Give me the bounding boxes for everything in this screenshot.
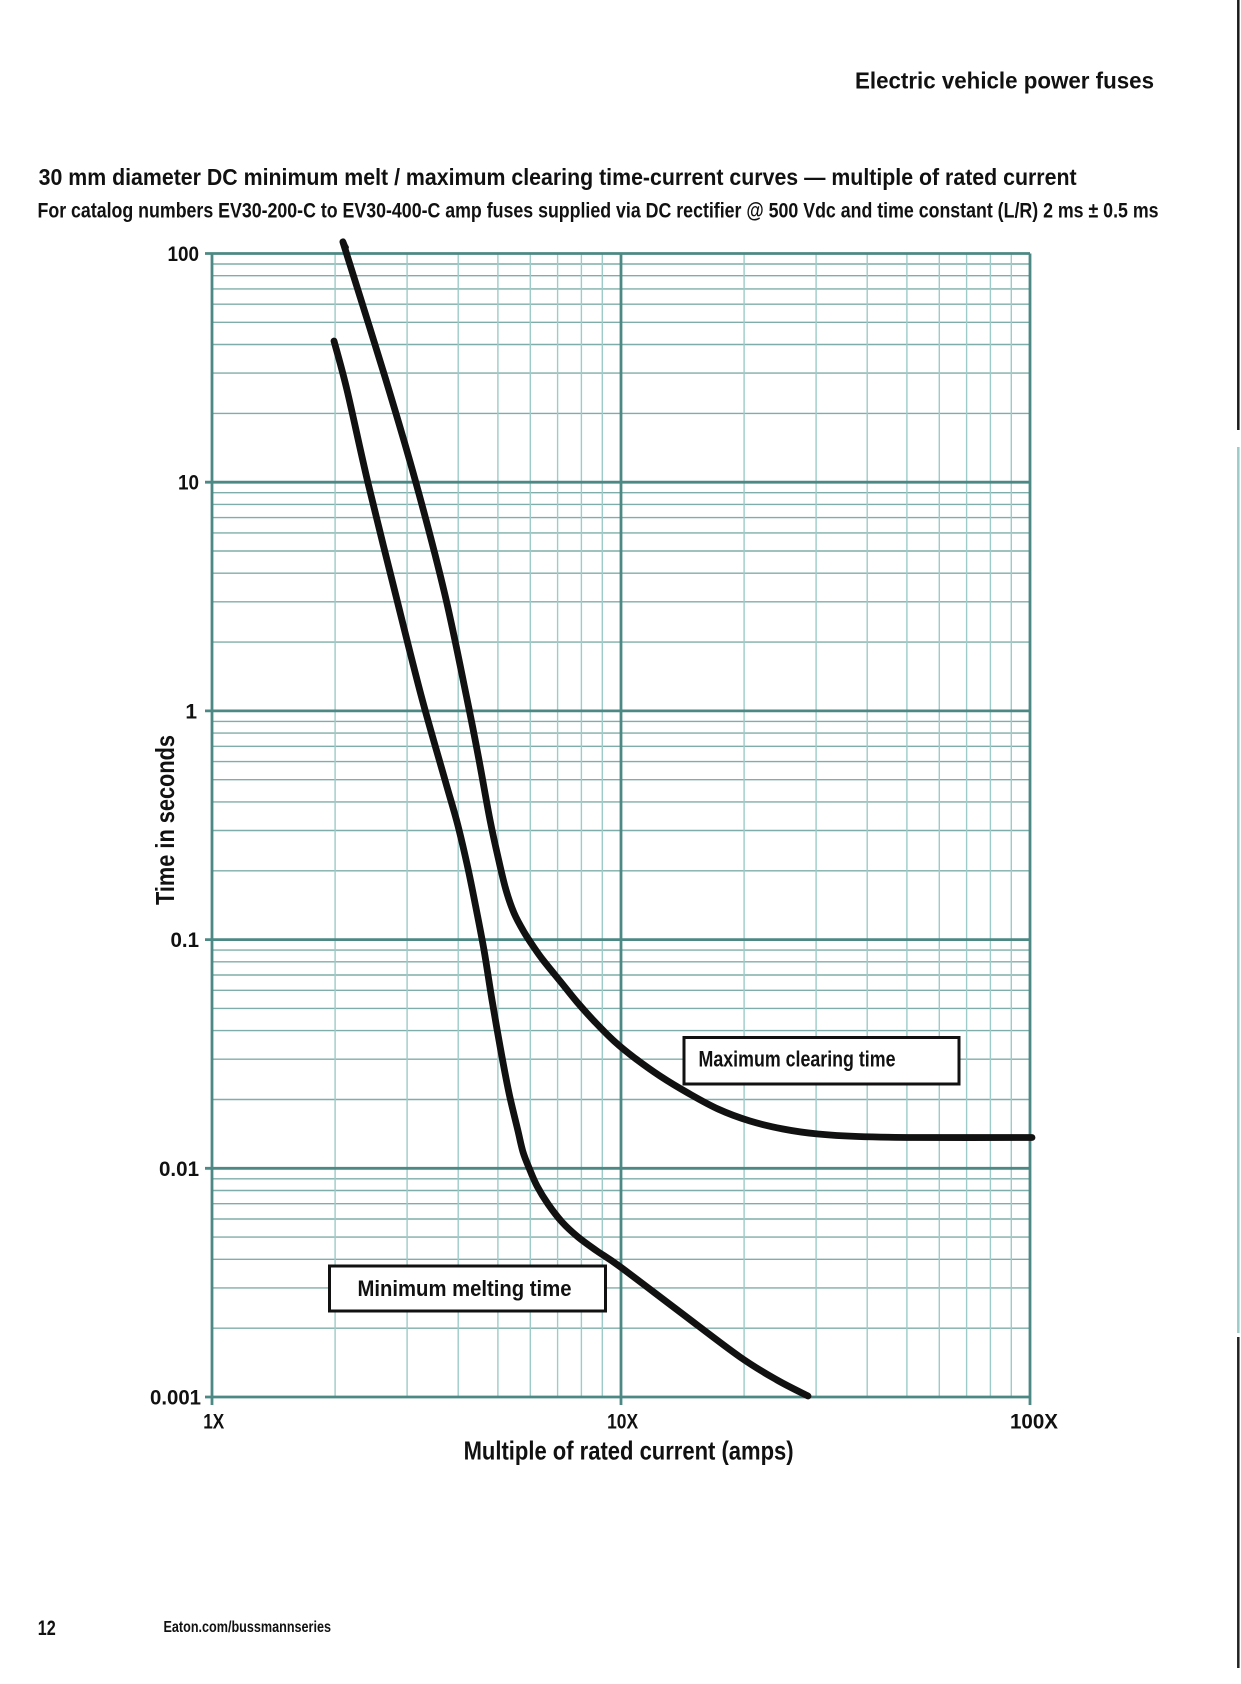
svg-text:1X: 1X [203,1411,224,1434]
svg-text:10: 10 [178,472,199,495]
svg-text:30 mm diameter DC minimum melt: 30 mm diameter DC minimum melt / maximum… [39,164,1077,190]
svg-text:10X: 10X [607,1411,638,1434]
svg-text:Eaton.com/bussmannseries: Eaton.com/bussmannseries [164,1619,332,1636]
svg-text:100: 100 [168,243,200,266]
svg-text:1: 1 [185,700,197,723]
svg-text:For catalog numbers EV30-200-C: For catalog numbers EV30-200-C to EV30-4… [38,199,1159,222]
svg-text:Maximum clearing time: Maximum clearing time [699,1047,896,1072]
svg-text:12: 12 [38,1617,56,1640]
svg-text:0.001: 0.001 [150,1387,201,1410]
svg-text:Electric vehicle power fuses: Electric vehicle power fuses [855,68,1154,94]
svg-text:100X: 100X [1010,1411,1058,1434]
svg-text:Multiple of rated current (amp: Multiple of rated current (amps) [464,1436,794,1466]
svg-text:Minimum melting time: Minimum melting time [358,1276,572,1301]
svg-text:0.1: 0.1 [171,929,200,952]
svg-text:0.01: 0.01 [159,1158,199,1181]
svg-text:Time in seconds: Time in seconds [150,735,180,905]
